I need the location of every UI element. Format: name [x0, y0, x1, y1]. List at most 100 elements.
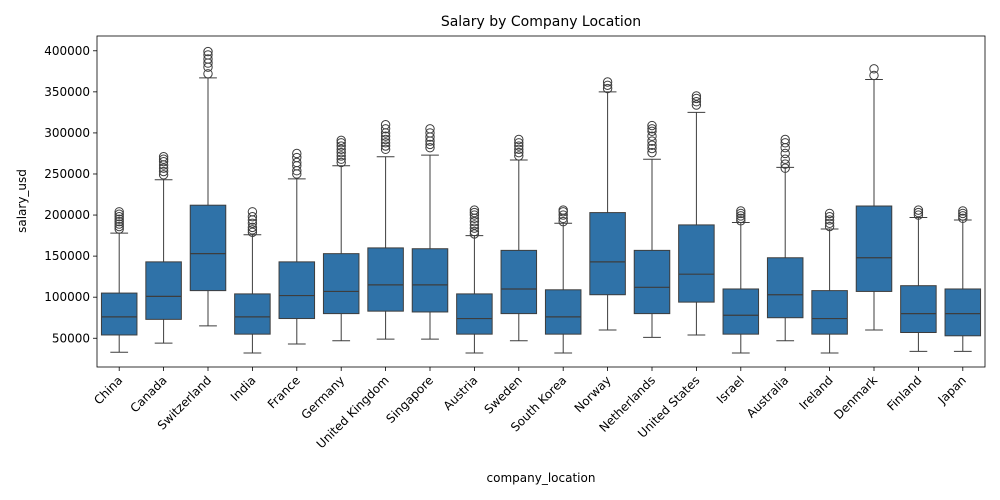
box-group-19: [944, 206, 982, 352]
box-group-7: [411, 124, 449, 340]
outlier-point: [514, 151, 524, 161]
iqr-box: [589, 212, 626, 296]
outlier-point: [958, 208, 968, 219]
outlier-point: [558, 205, 568, 215]
x-tick-label: Denmark: [831, 373, 880, 422]
outlier-point: [203, 54, 213, 64]
box-group-11: [589, 77, 626, 331]
outlier-point: [114, 221, 124, 232]
outlier-point: [158, 166, 169, 177]
outlier-point: [691, 93, 702, 104]
chart-title: Salary by Company Location: [441, 14, 641, 30]
iqr-box: [900, 285, 937, 334]
outlier-point: [114, 211, 124, 222]
outlier-point: [380, 120, 391, 130]
outlier-point: [469, 207, 480, 218]
outlier-point: [469, 210, 480, 220]
outlier-point: [247, 222, 258, 233]
outlier-point: [114, 209, 124, 219]
outlier-point: [647, 124, 657, 134]
boxes-layer: [100, 46, 982, 354]
outlier-point: [602, 80, 613, 90]
outlier-point: [647, 126, 657, 136]
outlier-point: [780, 163, 790, 173]
outlier-point: [247, 207, 258, 217]
outlier-point: [469, 229, 480, 239]
outlier-point: [780, 138, 790, 148]
y-tick-label: 400000: [44, 44, 90, 58]
box-group-10: [544, 205, 582, 354]
plot-area: [96, 35, 986, 368]
outlier-point: [514, 141, 524, 151]
box-group-12: [633, 120, 671, 338]
outlier-point: [247, 227, 258, 238]
outlier-point: [824, 218, 835, 228]
outlier-point: [602, 77, 613, 87]
outlier-point: [824, 221, 835, 232]
outlier-point: [736, 206, 746, 216]
x-tick-label: Australia: [744, 373, 791, 420]
x-tick-label: Sweden: [481, 373, 524, 416]
outlier-point: [780, 143, 790, 153]
outlier-point: [469, 220, 480, 230]
iqr-box: [944, 288, 982, 337]
outlier-point: [958, 211, 968, 221]
iqr-box: [322, 253, 360, 315]
outlier-point: [514, 134, 524, 145]
iqr-box: [855, 205, 893, 292]
iqr-box: [544, 289, 582, 335]
outlier-point: [824, 208, 835, 219]
outlier-point: [913, 207, 924, 218]
outlier-point: [736, 216, 746, 226]
x-tick-label: Canada: [128, 373, 170, 415]
outlier-point: [514, 144, 524, 155]
outlier-point: [336, 147, 346, 158]
box-group-3: [234, 207, 271, 354]
box-group-5: [322, 135, 360, 342]
iqr-box: [722, 288, 760, 335]
y-axis-label: salary_usd: [15, 169, 29, 233]
outlier-point: [114, 219, 124, 229]
x-tick-label: Finland: [884, 373, 924, 413]
outlier-point: [913, 205, 924, 215]
outlier-point: [558, 210, 568, 220]
outlier-point: [336, 144, 346, 155]
outlier-point: [114, 214, 124, 224]
outlier-point: [380, 131, 391, 141]
iqr-box: [633, 249, 671, 315]
outlier-point: [469, 216, 480, 227]
y-tick-label: 300000: [44, 126, 90, 140]
outlier-point: [958, 213, 968, 224]
outlier-point: [114, 216, 124, 227]
box-group-8: [456, 205, 493, 354]
outlier-point: [736, 213, 746, 224]
outlier-point: [158, 154, 169, 164]
outlier-point: [425, 124, 435, 134]
outlier-point: [913, 210, 924, 220]
outlier-point: [647, 131, 657, 141]
outlier-point: [425, 139, 435, 150]
outlier-point: [869, 64, 879, 74]
x-tick-label: France: [265, 373, 303, 411]
iqr-box: [411, 248, 449, 313]
iqr-box: [678, 224, 715, 303]
x-tick-label: India: [228, 373, 259, 404]
y-tick-label: 200000: [44, 208, 90, 222]
x-tick-label: Singapore: [383, 373, 436, 426]
box-group-1: [145, 152, 182, 344]
iqr-box: [367, 247, 404, 312]
box-group-16: [811, 208, 848, 354]
outlier-point: [292, 148, 302, 159]
outlier-point: [203, 46, 213, 57]
x-tick-label: Ireland: [796, 373, 835, 412]
box-group-0: [100, 207, 138, 353]
outlier-point: [425, 128, 435, 138]
iqr-box: [234, 293, 271, 335]
outlier-point: [336, 151, 346, 161]
outlier-point: [292, 152, 302, 163]
outlier-point: [158, 152, 169, 162]
outlier-point: [514, 138, 524, 148]
box-group-6: [367, 120, 404, 340]
outlier-point: [647, 136, 657, 146]
